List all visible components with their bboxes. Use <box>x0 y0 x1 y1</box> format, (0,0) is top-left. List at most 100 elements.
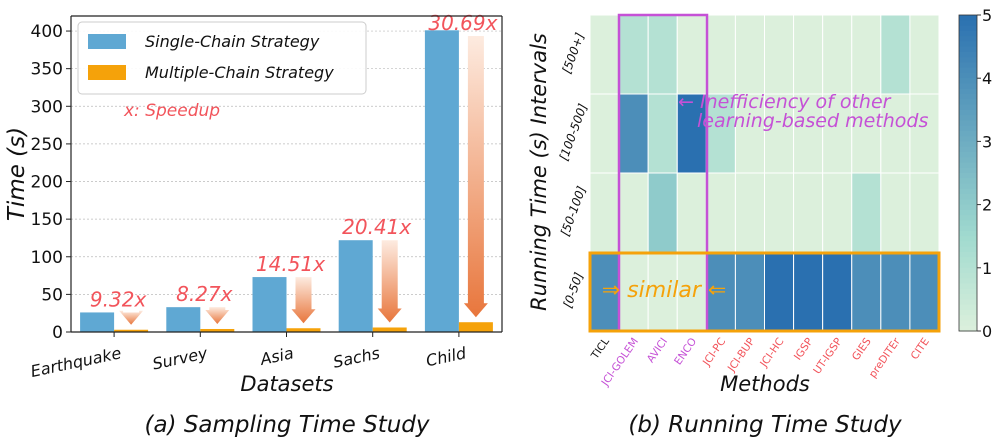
speedup-label: 9.32x <box>90 287 147 311</box>
colorbar-step <box>959 246 977 253</box>
speedup-note: x: Speedup <box>123 101 220 121</box>
column-label: AVICI <box>645 336 670 365</box>
colorbar-step <box>959 325 977 332</box>
colorbar-step <box>959 183 977 190</box>
colorbar-step <box>959 304 977 311</box>
row-label: [100-500] <box>556 101 590 162</box>
bar-multiple-chain <box>200 328 235 332</box>
similar-annotation: ⇒ similar ⇐ <box>602 278 727 303</box>
y-tick-label: 200 <box>31 173 63 193</box>
colorbar-step <box>959 241 977 248</box>
column-label: JCI-PC <box>700 336 728 369</box>
heatmap-cell <box>734 251 766 332</box>
speedup-label: 14.51x <box>256 252 325 276</box>
row-labels: [500+] [100-500] [50-100] [0-50] <box>556 31 590 310</box>
colorbar-step <box>959 41 977 48</box>
heatmap-cell <box>764 93 795 174</box>
heatmap-cell <box>822 93 853 174</box>
colorbar-step <box>959 67 977 74</box>
column-label: UT-IGSP <box>811 336 844 377</box>
colorbar-step <box>959 151 977 158</box>
heatmap-cell <box>647 93 678 174</box>
colorbar-step <box>959 36 977 42</box>
colorbar-step <box>959 188 977 195</box>
colorbar-step <box>959 194 977 200</box>
colorbar-step <box>959 220 977 227</box>
colorbar-step <box>959 294 977 300</box>
heatmap-cell <box>909 172 940 253</box>
heatmap-cell <box>618 251 649 332</box>
legend-label-single: Single-Chain Strategy <box>145 32 320 51</box>
speedup-label: 20.41x <box>342 215 411 239</box>
colorbar-tick-label: 1 <box>982 259 992 278</box>
column-label: GIES <box>850 336 874 363</box>
column-label: IGSP <box>792 336 816 363</box>
heatmap-cell <box>822 251 853 332</box>
heatmap-cell <box>589 172 620 253</box>
row-label: [0-50] <box>560 270 586 309</box>
colorbar-step <box>959 146 977 153</box>
colorbar-step <box>959 262 977 269</box>
heatmap-cell <box>618 14 649 95</box>
colorbar-step <box>959 141 977 148</box>
heatmap-cell <box>647 14 678 95</box>
legend-box <box>77 21 367 95</box>
inefficiency-annotation-line1: ← Inefficiency of other <box>678 91 892 113</box>
colorbar-step <box>959 162 977 169</box>
y-tick-label: 250 <box>31 135 63 155</box>
colorbar-step <box>959 83 977 90</box>
heatmap-cell <box>880 251 911 332</box>
colorbar-step <box>959 157 977 164</box>
bar-multiple-chain <box>458 322 493 332</box>
colorbar-step <box>959 104 977 111</box>
heatmap-cell <box>909 251 940 332</box>
colorbar-step <box>959 46 977 53</box>
speedup-arrow <box>205 307 230 324</box>
bar-single-chain <box>166 307 201 332</box>
heatmap-cell <box>880 14 911 95</box>
bar-multiple-chain <box>372 327 407 332</box>
bar-multiple-chain <box>286 328 321 332</box>
y-tick-label: 300 <box>31 97 63 117</box>
y-tick-label: 400 <box>31 22 63 42</box>
heatmap-cell <box>764 251 795 332</box>
colorbar-step <box>959 257 977 264</box>
inefficiency-annotation-line2: learning-based methods <box>697 110 928 132</box>
colorbar-step <box>959 267 977 274</box>
heatmap-cell <box>880 172 911 253</box>
heatmap-cell <box>793 14 824 95</box>
colorbar-step <box>959 88 977 95</box>
colorbar-tick-label: 3 <box>982 132 992 151</box>
heatmap-chart: [500+][100-500][50-100][0-50] TICLJCI-GO… <box>527 6 992 438</box>
heatmap-cell <box>734 172 766 253</box>
heatmap-cell <box>793 172 824 253</box>
colorbar-step <box>959 120 977 127</box>
heatmap-cell <box>705 14 736 95</box>
bar-chart: 9.32x 8.27x 14.51x 20.41x 30.69x 0 50 100 150 20… <box>4 11 503 438</box>
speedup-arrow <box>463 36 488 318</box>
heatmap-cell <box>734 14 766 95</box>
colorbar-step <box>959 30 977 37</box>
bar-single-chain <box>80 312 115 332</box>
colorbar-ticks: 0 1 2 3 4 5 <box>977 6 992 341</box>
colorbar-step <box>959 273 977 279</box>
y-tick-label: 150 <box>31 210 63 230</box>
heatmap-cell <box>764 172 795 253</box>
y-axis-label: Time (s) <box>4 127 30 221</box>
heatmap-cell <box>909 14 940 95</box>
column-label: ENCO <box>672 336 699 368</box>
x-axis-label: Datasets <box>240 372 333 396</box>
heatmap-cell <box>618 172 649 253</box>
bar-single-chain <box>338 240 373 332</box>
x-tick-label: Earthquake <box>29 343 123 381</box>
colorbar-step <box>959 25 977 32</box>
colorbar-tick-label: 2 <box>982 196 992 215</box>
colorbar-step <box>959 78 977 85</box>
column-label: CITE <box>909 336 932 362</box>
colorbar-step <box>959 299 977 306</box>
heatmap-cell <box>589 93 620 174</box>
heatmap-cell <box>822 172 853 253</box>
heatmap-cell <box>647 172 678 253</box>
y-tick-label: 100 <box>31 248 63 268</box>
